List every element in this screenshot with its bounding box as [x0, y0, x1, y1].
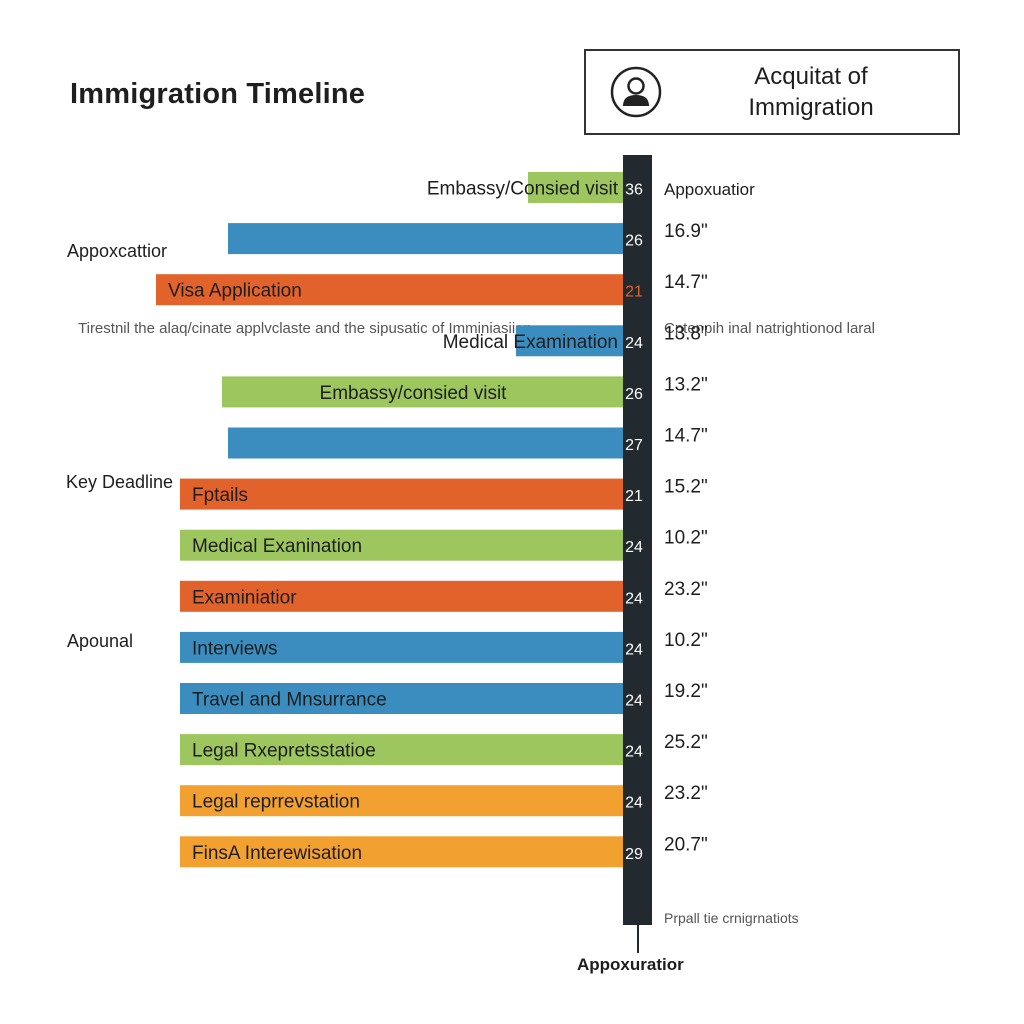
header-box: Acquitat of Immigration [584, 49, 960, 135]
right-top-label: Appoxuatior [664, 180, 755, 199]
bar-label-8: Examiniatior [192, 587, 297, 608]
bar-12 [180, 785, 624, 817]
bar-label-12: Legal reprrevstation [192, 792, 360, 813]
bar-6 [180, 478, 624, 510]
value-label-10: 19.2" [664, 681, 708, 702]
timeline-axis [623, 155, 652, 925]
value-label-1: 16.9" [664, 221, 708, 242]
timeline-axis-stem [637, 925, 639, 953]
bar-label-10: Travel and Mnsurrance [192, 690, 387, 711]
bar-label-11: Legal Rxepretsstatioe [192, 741, 376, 762]
value-label-3: 13.8" [664, 323, 708, 344]
value-label-6: 15.2" [664, 477, 708, 498]
bar-label-2: Visa Application [168, 281, 302, 302]
value-label-8: 23.2" [664, 579, 708, 600]
right-note: Cptenpih inal natrightionod laral [664, 320, 875, 337]
header-box-title-line2: Immigration [748, 94, 874, 121]
bar-label-4: Embassy/consied visit [320, 383, 508, 404]
bar-4 [222, 376, 624, 408]
left-label-2: Key Deadline [66, 472, 174, 492]
value-label-5: 14.7" [664, 426, 708, 447]
value-label-11: 25.2" [664, 732, 708, 753]
bar-label-9: Interviews [192, 638, 278, 659]
bar-11 [180, 734, 624, 766]
bar-label-6: Fptails [192, 485, 248, 506]
bar-7 [180, 529, 624, 561]
bar-2 [156, 274, 624, 306]
bar-9 [180, 631, 624, 663]
bar-13 [180, 836, 624, 868]
bar-label-0: Embassy/Consied visit [427, 179, 619, 200]
header-box-title: Acquitat of Immigration [696, 61, 926, 123]
bar-5 [228, 427, 624, 459]
bar-label-7: Medical Exanination [192, 536, 362, 557]
footnote: Prpall tie crnigrnatiots [664, 910, 799, 926]
header-box-title-line1: Acquitat of [754, 63, 868, 90]
left-label-1: Appoxcattior [67, 241, 168, 261]
person-icon [610, 66, 662, 118]
bar-10 [180, 683, 624, 714]
chart-title: Immigration Timeline [70, 78, 366, 110]
bar-1 [228, 223, 624, 255]
bar-3 [516, 325, 624, 357]
value-label-7: 10.2" [664, 528, 708, 549]
value-label-12: 23.2" [664, 783, 708, 804]
bar-8 [180, 580, 624, 612]
bar-label-13: FinsA Interewisation [192, 843, 362, 864]
value-label-2: 14.7" [664, 272, 708, 293]
bar-0 [528, 172, 624, 203]
value-label-9: 10.2" [664, 630, 708, 651]
bar-label-3: Medical Examination [443, 332, 618, 353]
left-label-3: Apounal [67, 631, 134, 651]
left-note: Tirestnil the alaq/cinate applvclaste an… [78, 320, 532, 337]
axis-bottom-label: Appoxuratior [577, 955, 684, 974]
value-label-13: 20.7" [664, 834, 708, 855]
value-label-4: 13.2" [664, 374, 708, 395]
